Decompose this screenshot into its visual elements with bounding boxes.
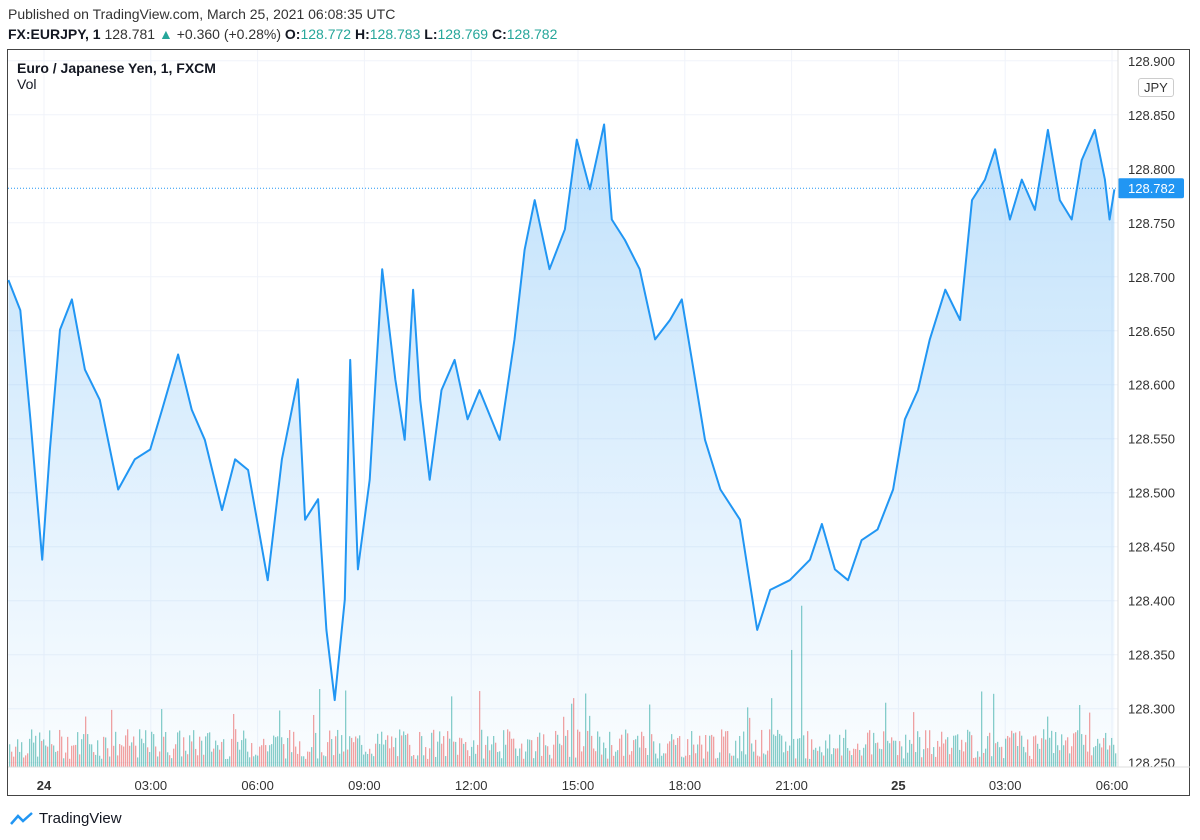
x-tick-label: 21:00 xyxy=(775,778,808,793)
y-tick-label: 128.400 xyxy=(1128,594,1175,609)
last-price: 128.781 xyxy=(104,26,156,42)
y-tick-label: 128.650 xyxy=(1128,324,1175,339)
volume-label: Vol xyxy=(17,76,37,92)
x-tick-label: 25 xyxy=(891,778,905,793)
high-value: 128.783 xyxy=(369,26,421,42)
y-tick-label: 128.900 xyxy=(1128,54,1175,69)
high-label: H: xyxy=(354,26,370,42)
y-tick-label: 128.750 xyxy=(1128,216,1175,231)
last-price-label: 128.782 xyxy=(1128,181,1175,196)
tradingview-icon xyxy=(10,811,33,825)
x-tick-label: 12:00 xyxy=(455,778,488,793)
price-change: +0.360 (+0.28%) xyxy=(176,26,282,42)
y-tick-label: 128.500 xyxy=(1128,486,1175,501)
low-label: L: xyxy=(424,26,438,42)
y-tick-label: 128.800 xyxy=(1128,162,1175,177)
chart-panel[interactable] xyxy=(7,49,1190,796)
series-title: Euro / Japanese Yen, 1, FXCM xyxy=(17,60,216,76)
x-tick-label: 15:00 xyxy=(562,778,595,793)
x-tick-label: 06:00 xyxy=(241,778,274,793)
symbol: FX:EURJPY, 1 xyxy=(8,26,101,42)
published-info: Published on TradingView.com, March 25, … xyxy=(8,6,396,22)
x-tick-label: 24 xyxy=(37,778,52,793)
y-tick-label: 128.250 xyxy=(1128,756,1175,771)
y-tick-label: 128.700 xyxy=(1128,270,1175,285)
x-tick-label: 09:00 xyxy=(348,778,381,793)
currency-button[interactable]: JPY xyxy=(1138,78,1174,97)
x-tick-label: 18:00 xyxy=(669,778,702,793)
y-tick-label: 128.450 xyxy=(1128,540,1175,555)
volume-bar xyxy=(1115,753,1117,767)
chart-legend: Euro / Japanese Yen, 1, FXCM Vol xyxy=(17,60,216,92)
price-line xyxy=(7,123,1116,702)
x-tick-label: 06:00 xyxy=(1096,778,1129,793)
price-area xyxy=(8,124,1115,767)
brand-name: TradingView xyxy=(39,810,122,827)
symbol-info: FX:EURJPY, 1 128.781 ▲ +0.360 (+0.28%) O… xyxy=(8,26,557,42)
close-value: 128.782 xyxy=(506,26,558,42)
open-value: 128.772 xyxy=(300,26,352,42)
last-price-badge xyxy=(1118,178,1184,199)
y-tick-label: 128.350 xyxy=(1128,648,1175,663)
open-label: O: xyxy=(284,26,301,42)
up-arrow-icon: ▲ xyxy=(158,26,173,42)
y-tick-label: 128.300 xyxy=(1128,702,1175,717)
x-tick-label: 03:00 xyxy=(989,778,1022,793)
y-tick-label: 128.850 xyxy=(1128,108,1175,123)
y-tick-label: 128.550 xyxy=(1128,432,1175,447)
x-tick-label: 03:00 xyxy=(135,778,168,793)
close-label: C: xyxy=(491,26,507,42)
low-value: 128.769 xyxy=(437,26,489,42)
tradingview-logo[interactable]: TradingView xyxy=(10,810,122,827)
y-tick-label: 128.600 xyxy=(1128,378,1175,393)
